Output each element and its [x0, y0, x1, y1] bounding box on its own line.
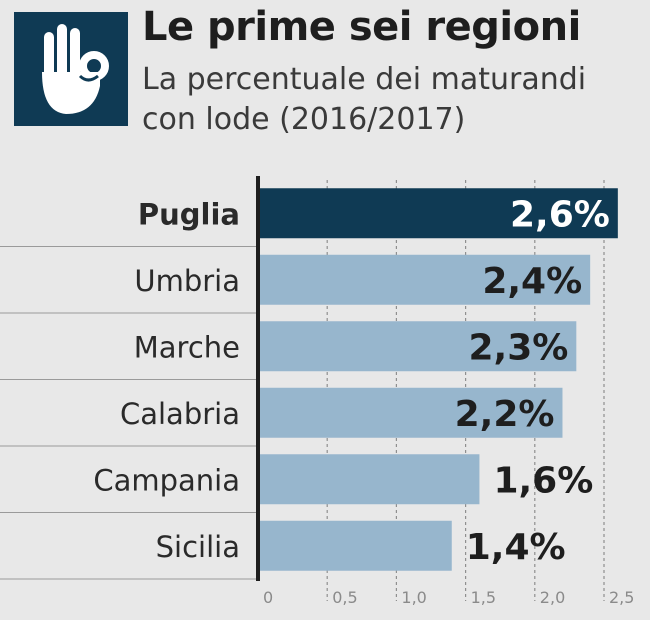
bar	[258, 321, 577, 372]
bar	[258, 254, 591, 305]
category-label: Sicilia	[156, 530, 240, 564]
category-label: Umbria	[134, 264, 240, 298]
x-tick-label: 1,0	[401, 588, 426, 607]
value-label: 2,2%	[455, 394, 555, 435]
value-label: 2,6%	[510, 194, 610, 235]
chart-header: Le prime sei regioni La percentuale dei …	[0, 0, 650, 150]
bar	[258, 520, 452, 571]
bar	[258, 454, 480, 505]
value-label: 1,6%	[493, 460, 593, 501]
bar	[258, 387, 563, 438]
x-tick-label: 0,5	[332, 588, 357, 607]
bar	[258, 188, 618, 239]
x-tick-label: 1,5	[471, 588, 496, 607]
chart-subtitle: La percentuale dei maturandi con lode (2…	[142, 62, 587, 137]
value-label: 2,3%	[468, 327, 568, 368]
x-tick-label: 2,0	[540, 588, 565, 607]
chart-title: Le prime sei regioni	[142, 4, 581, 50]
x-tick-label: 0	[263, 588, 273, 607]
ok-hand-gesture-icon	[14, 12, 128, 126]
bar-chart-svg: 0 0,5 1,0 1,5 2,0 2,5 Puglia 2,6% Umbria 2,4% Marc…	[0, 176, 634, 607]
category-label: Puglia	[138, 197, 240, 231]
bar-chart: 0 0,5 1,0 1,5 2,0 2,5 Puglia 2,6% Umbria 2,4% Marc…	[0, 150, 650, 620]
category-label: Calabria	[120, 397, 240, 431]
value-label: 2,4%	[482, 261, 582, 302]
category-label: Campania	[93, 463, 240, 497]
x-tick-label: 2,5	[609, 588, 634, 607]
value-label: 1,4%	[466, 527, 566, 568]
category-label: Marche	[134, 330, 240, 364]
